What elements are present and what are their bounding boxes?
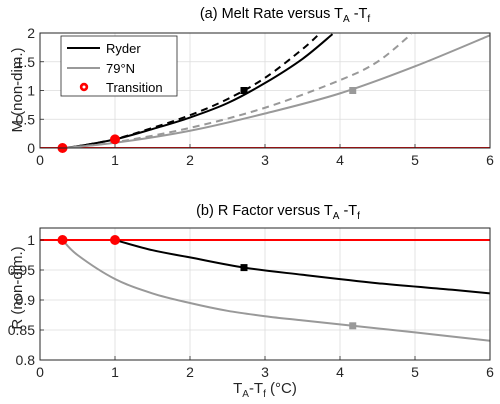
panel-a: (a) Melt Rate versus TA -Tf M (non-dim.)… — [9, 6, 494, 168]
panel-b-xlabel: TA-Tf (°C) — [233, 380, 297, 400]
panel-a-ylabel: M (non-dim.) — [9, 47, 26, 132]
x-tick-label: 1 — [111, 364, 119, 380]
x-tick-label: 5 — [411, 364, 419, 380]
y-tick-label: 0.95 — [8, 262, 35, 278]
x-tick-label: 6 — [486, 152, 494, 168]
transition-point — [57, 235, 68, 245]
x-tick-label: 2 — [186, 364, 194, 380]
x-tick-label: 5 — [411, 152, 419, 168]
y-tick-label: 0.5 — [16, 111, 36, 127]
y-tick-label: 2 — [27, 25, 35, 41]
transition-point — [110, 235, 120, 245]
square-marker — [349, 322, 357, 330]
x-tick-label: 3 — [261, 364, 269, 380]
legend: Ryder 79°N Transition — [60, 35, 178, 97]
panel-b: (b) R Factor versus TA -Tf R (non-dim.) … — [8, 203, 494, 400]
legend-label-79n: 79°N — [106, 61, 135, 76]
y-tick-label: 0.8 — [16, 352, 36, 368]
x-tick-label: 3 — [261, 152, 269, 168]
y-tick-label: 1.5 — [16, 54, 36, 70]
series-line-0 — [114, 239, 490, 295]
x-tick-label: 6 — [486, 364, 494, 380]
y-tick-label: 1 — [27, 232, 35, 248]
legend-label-ryder: Ryder — [106, 41, 141, 56]
x-tick-label: 2 — [186, 152, 194, 168]
y-tick-label: 0 — [27, 140, 35, 156]
panel-b-ylabel: R (non-dim.) — [9, 246, 26, 329]
panel-b-title: (b) R Factor versus TA -Tf — [196, 203, 360, 222]
transition-point — [110, 134, 120, 145]
y-tick-label: 0.85 — [8, 322, 35, 338]
x-tick-label: 4 — [336, 364, 344, 380]
legend-swatch-transition-core — [82, 85, 86, 89]
series-line-1 — [61, 239, 490, 342]
square-marker — [240, 87, 248, 94]
y-tick-label: 0.9 — [16, 292, 36, 308]
legend-label-transition: Transition — [106, 80, 163, 95]
series-line-1 — [62, 33, 320, 148]
y-tick-label: 1 — [27, 83, 35, 99]
square-marker — [349, 87, 357, 94]
panel-a-title: (a) Melt Rate versus TA -Tf — [200, 6, 371, 25]
x-tick-label: 4 — [336, 152, 344, 168]
x-tick-label: 0 — [36, 152, 44, 168]
x-tick-label: 0 — [36, 364, 44, 380]
square-marker — [240, 264, 248, 272]
x-tick-label: 1 — [111, 152, 119, 168]
